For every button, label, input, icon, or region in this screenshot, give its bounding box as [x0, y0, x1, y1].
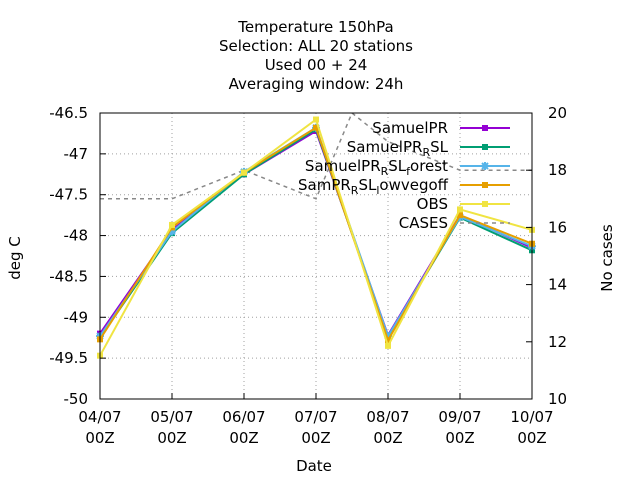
- legend-label-part: R: [351, 184, 359, 197]
- y-tick-label: -46.5: [49, 104, 88, 122]
- legend-entry: SamuelPRRSL: [347, 138, 510, 159]
- legend-label: CASES: [399, 214, 448, 232]
- legend-label-part: orest: [410, 157, 448, 175]
- y-tick-label: -47.5: [49, 186, 88, 204]
- legend-marker: [482, 144, 488, 150]
- legend-label: SamuelPR: [372, 119, 448, 137]
- legend-entry: CASES: [399, 214, 510, 232]
- y-tick-label: -48.5: [49, 267, 88, 285]
- legend-entry: OBS: [417, 195, 510, 213]
- legend-label: OBS: [417, 195, 448, 213]
- x-tick-label-hour: 00Z: [373, 429, 402, 447]
- y-axis-label: deg C: [6, 236, 24, 280]
- x-tick-label-hour: 00Z: [517, 429, 546, 447]
- legend-entry: SamPRRSLlowvegoff: [298, 176, 510, 197]
- data-point: [384, 332, 392, 341]
- y2-tick-label: 12: [548, 333, 567, 351]
- legend-label-part: SamuelPR: [347, 138, 423, 156]
- legend-label-part: OBS: [417, 195, 448, 213]
- y-tick-label: -49: [64, 308, 89, 326]
- legend-label-part: l: [376, 184, 379, 197]
- axis-ticks: -46.5 -47 -47.5 -48 -48.5 -49 -49.5 -50 20 18 16 14…: [49, 104, 567, 447]
- y-tick-label: -50: [64, 390, 89, 408]
- legend-label-part: owvegoff: [379, 176, 448, 194]
- y2-tick-label: 20: [548, 104, 567, 122]
- y2-tick-label: 18: [548, 161, 567, 179]
- legend-label: SamuelPRRSLforest: [305, 157, 448, 178]
- legend-label-part: SamuelPR: [305, 157, 381, 175]
- legend-label: SamPRRSLlowvegoff: [298, 176, 449, 197]
- x-tick-label-date: 08/07: [366, 408, 409, 426]
- plot-frame: [99, 112, 533, 400]
- x-tick-label-hour: 00Z: [301, 429, 330, 447]
- title-line: Temperature 150hPa: [237, 18, 394, 36]
- legend-label-part: f: [406, 165, 411, 178]
- data-point: [168, 227, 176, 236]
- legend-entry: SamuelPRRSLforest: [305, 157, 510, 178]
- data-point: [457, 206, 463, 213]
- y-tick-label: -49.5: [49, 349, 88, 367]
- legend-label-part: SL: [430, 138, 449, 156]
- x-tick-label-date: 04/07: [78, 408, 121, 426]
- legend-label-part: CASES: [399, 214, 448, 232]
- title-line: Selection: ALL 20 stations: [219, 37, 413, 55]
- legend-marker: [482, 182, 488, 188]
- legend-label-part: R: [422, 146, 430, 159]
- data-point: [313, 116, 319, 123]
- legend-entry: SamuelPR: [372, 119, 510, 137]
- legend-label-part: SamuelPR: [372, 119, 448, 137]
- legend-marker: [481, 162, 489, 170]
- series-cases: [100, 111, 532, 200]
- data-point: [241, 169, 247, 176]
- legend-label-part: SamPR: [298, 176, 351, 194]
- x-tick-label-hour: 00Z: [157, 429, 186, 447]
- series-line: [100, 111, 532, 200]
- legend-label: SamuelPRRSL: [347, 138, 449, 159]
- y2-tick-label: 10: [548, 390, 567, 408]
- data-point: [385, 337, 391, 344]
- title-line: Used 00 + 24: [265, 56, 368, 74]
- data-point: [313, 124, 319, 131]
- data-point: [457, 212, 463, 219]
- x-tick-label-hour: 00Z: [229, 429, 258, 447]
- x-tick-label-date: 06/07: [222, 408, 265, 426]
- x-tick-label-date: 05/07: [150, 408, 193, 426]
- legend-label-part: SL: [358, 176, 377, 194]
- y-tick-label: -48: [64, 227, 89, 245]
- title-line: Averaging window: 24h: [229, 75, 404, 93]
- x-tick-label-hour: 00Z: [85, 429, 114, 447]
- x-tick-label-hour: 00Z: [445, 429, 474, 447]
- legend-marker: [482, 125, 488, 131]
- data-point: [169, 221, 175, 228]
- x-tick-label-date: 07/07: [294, 408, 337, 426]
- y2-tick-label: 14: [548, 276, 567, 294]
- y2-tick-label: 16: [548, 218, 567, 236]
- legend-marker: [482, 201, 488, 207]
- legend-label-part: R: [381, 165, 389, 178]
- y-tick-label: -47: [64, 145, 89, 163]
- data-point: [385, 342, 391, 349]
- grid: [100, 113, 532, 399]
- legend-label-part: SL: [388, 157, 407, 175]
- x-tick-label-date: 10/07: [510, 408, 553, 426]
- x-axis-label: Date: [296, 457, 332, 475]
- x-tick-label-date: 09/07: [438, 408, 481, 426]
- legend: SamuelPRSamuelPRRSLSamuelPRRSLforestSamP…: [298, 119, 510, 232]
- y2-axis-label: No cases: [598, 224, 616, 292]
